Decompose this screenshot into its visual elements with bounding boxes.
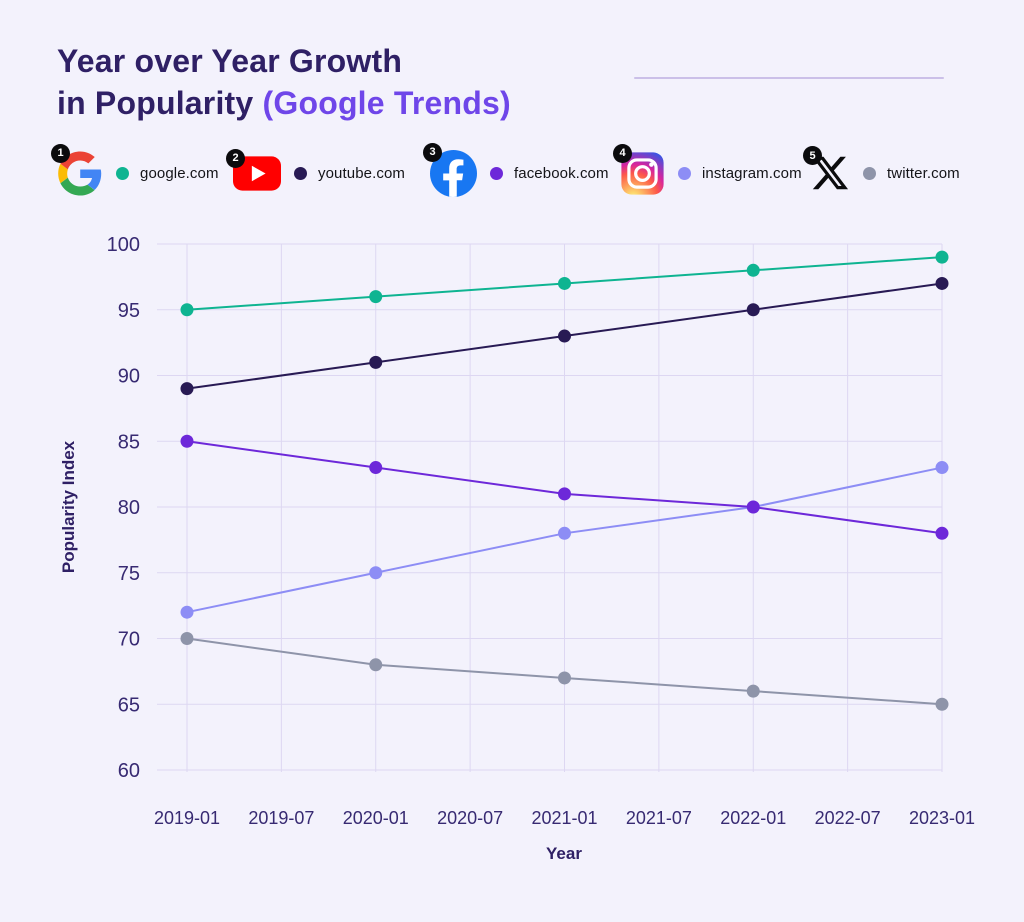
series-color-dot bbox=[678, 166, 691, 180]
rank-badge: 5 bbox=[803, 146, 822, 165]
x-tick-label: 2023-01 bbox=[909, 808, 975, 828]
youtube-logo-icon bbox=[233, 155, 281, 191]
legend-item-instagram: 4 instagram.com bbox=[613, 143, 802, 198]
data-point-facebook.com bbox=[369, 461, 383, 475]
x-tick-label: 2022-07 bbox=[815, 808, 881, 828]
data-point-twitter.com bbox=[369, 658, 383, 672]
legend-item-facebook: 3 facebook.com bbox=[423, 142, 609, 198]
data-point-google.com bbox=[746, 263, 760, 277]
x-logo-icon: 5 bbox=[803, 146, 850, 193]
y-tick-label: 60 bbox=[118, 760, 140, 782]
page-title: Year over Year Growth in Popularity (Goo… bbox=[57, 40, 511, 124]
x-axis-title: Year bbox=[546, 844, 582, 863]
x-logo-icon bbox=[812, 156, 849, 190]
x-tick-label: 2021-07 bbox=[626, 808, 692, 828]
rank-badge: 3 bbox=[423, 142, 442, 162]
y-tick-label: 85 bbox=[118, 431, 140, 453]
y-tick-label: 75 bbox=[118, 563, 140, 585]
x-tick-label: 2020-01 bbox=[343, 808, 409, 828]
data-point-facebook.com bbox=[180, 434, 194, 448]
page-title-line2: in Popularity (Google Trends) bbox=[57, 85, 511, 122]
header-divider bbox=[634, 77, 944, 79]
y-tick-label: 90 bbox=[118, 366, 140, 388]
facebook-logo-icon bbox=[430, 149, 477, 197]
rank-badge: 2 bbox=[226, 148, 245, 168]
instagram-logo-icon bbox=[621, 151, 664, 195]
google-logo-icon: 1 bbox=[51, 143, 103, 196]
y-axis-title: Popularity Index bbox=[59, 440, 78, 573]
rank-badge: 4 bbox=[613, 143, 632, 163]
x-tick-label: 2021-01 bbox=[531, 808, 597, 828]
data-point-twitter.com bbox=[558, 671, 571, 685]
legend-item-youtube: 2 youtube.com bbox=[226, 148, 405, 198]
page-title-accent: (Google Trends) bbox=[262, 85, 511, 122]
legend-item-twitter: 5 twitter.com bbox=[803, 146, 960, 198]
data-point-youtube.com bbox=[369, 355, 383, 369]
series-color-dot bbox=[116, 166, 129, 180]
data-point-instagram.com bbox=[558, 526, 571, 540]
y-tick-label: 95 bbox=[118, 300, 140, 322]
data-point-twitter.com bbox=[746, 684, 760, 698]
instagram-logo-icon: 4 bbox=[613, 143, 665, 196]
data-point-google.com bbox=[558, 276, 571, 290]
legend-item-google: 1 google.com bbox=[51, 143, 219, 198]
data-point-facebook.com bbox=[935, 526, 949, 540]
data-point-youtube.com bbox=[558, 329, 571, 343]
data-point-youtube.com bbox=[746, 303, 760, 317]
rank-badge: 1 bbox=[51, 143, 70, 163]
data-point-google.com bbox=[369, 290, 383, 304]
series-color-dot bbox=[490, 166, 503, 180]
series-color-dot bbox=[294, 166, 307, 180]
x-tick-label: 2020-07 bbox=[437, 808, 503, 828]
y-tick-label: 100 bbox=[107, 234, 140, 256]
y-tick-label: 70 bbox=[118, 629, 140, 651]
data-point-google.com bbox=[935, 250, 949, 264]
y-tick-label: 80 bbox=[118, 497, 140, 519]
facebook-logo-icon: 3 bbox=[423, 142, 477, 197]
data-point-instagram.com bbox=[180, 605, 194, 619]
legend-label: instagram.com bbox=[702, 164, 802, 182]
page-title-line1: Year over Year Growth bbox=[57, 43, 403, 79]
legend-label: facebook.com bbox=[514, 164, 609, 182]
data-point-youtube.com bbox=[180, 382, 194, 396]
data-point-twitter.com bbox=[935, 697, 949, 711]
data-point-youtube.com bbox=[935, 276, 949, 290]
legend-label: google.com bbox=[140, 164, 219, 182]
x-tick-label: 2022-01 bbox=[720, 808, 786, 828]
legend-label: twitter.com bbox=[887, 164, 960, 182]
data-point-instagram.com bbox=[369, 566, 383, 580]
x-tick-label: 2019-01 bbox=[154, 808, 220, 828]
youtube-logo-icon: 2 bbox=[226, 148, 281, 191]
data-point-twitter.com bbox=[180, 632, 194, 645]
data-point-google.com bbox=[180, 303, 194, 317]
series-color-dot bbox=[863, 166, 876, 180]
x-tick-label: 2019-07 bbox=[248, 808, 314, 828]
data-point-facebook.com bbox=[558, 487, 571, 501]
data-point-instagram.com bbox=[935, 461, 949, 475]
data-point-facebook.com bbox=[746, 500, 760, 514]
y-tick-label: 65 bbox=[118, 694, 140, 716]
legend-label: youtube.com bbox=[318, 164, 405, 182]
